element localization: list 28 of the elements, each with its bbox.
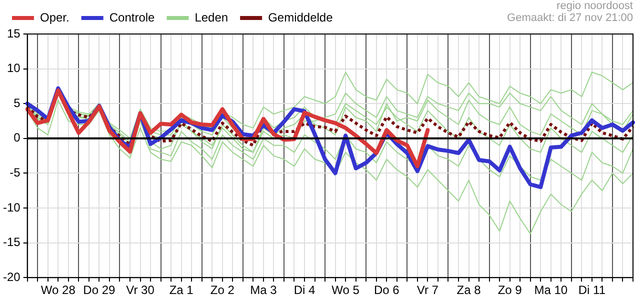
- x-tick-label: Di 11: [578, 283, 606, 298]
- y-tick-label: 15: [6, 26, 21, 40]
- text: Gemaakt: di 27 nov 21:00: [507, 12, 633, 24]
- y-tick-label: 10: [6, 61, 21, 76]
- y-tick-label: -15: [3, 235, 21, 250]
- y-tick-label: -20: [3, 270, 21, 284]
- x-tick-label: Di 4: [294, 283, 316, 298]
- y-tick-label: 0: [14, 130, 21, 145]
- x-tick-label: Wo 5: [332, 283, 360, 298]
- x-tick-label: Ma 3: [250, 283, 278, 298]
- x-tick-label: Ma 10: [534, 283, 568, 298]
- legend-label: Gemiddelde: [268, 10, 334, 24]
- x-tick-label: Wo 28: [40, 283, 76, 298]
- y-tick-label: 5: [14, 96, 21, 110]
- x-tick-label: Do 6: [374, 283, 400, 298]
- legend-label: Leden: [194, 10, 228, 24]
- y-tick-label: -5: [10, 166, 21, 180]
- x-tick-label: Zo 2: [210, 283, 235, 298]
- text: regio noordoost: [556, 0, 633, 12]
- x-tick-label: Za 1: [169, 283, 194, 298]
- x-tick-label: Do 29: [83, 283, 116, 298]
- x-tick-label: Vr 30: [126, 283, 155, 298]
- legend-label: Oper.: [40, 10, 70, 24]
- x-tick-label: Zo 9: [498, 283, 522, 298]
- y-tick-label: -10: [3, 200, 21, 214]
- x-tick-label: Vr 7: [416, 283, 439, 298]
- legend-label: Controle: [109, 10, 156, 24]
- x-tick-label: Za 8: [456, 283, 482, 298]
